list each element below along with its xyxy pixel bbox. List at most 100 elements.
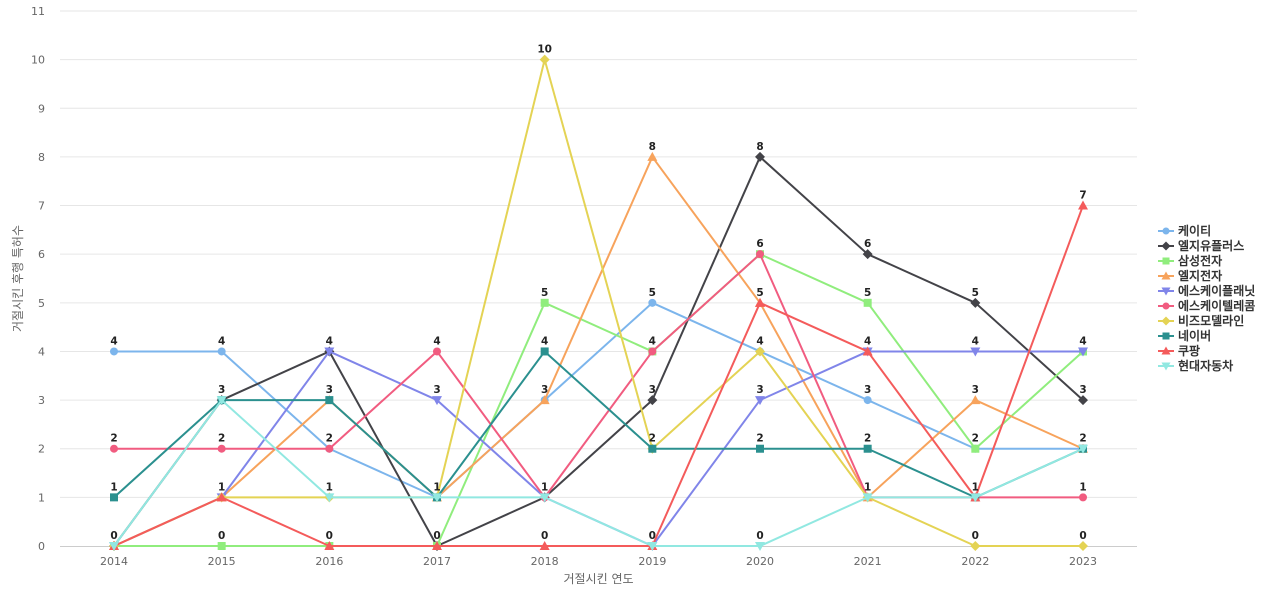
data-point — [1078, 200, 1088, 210]
data-label: 1 — [433, 481, 440, 493]
data-label: 7 — [1079, 190, 1086, 202]
data-point — [216, 396, 227, 406]
y-tick-label: 4 — [38, 345, 45, 358]
legend-marker — [1161, 287, 1171, 296]
series-line — [114, 253, 1084, 547]
data-label: 4 — [541, 335, 548, 347]
legend-marker — [1161, 241, 1171, 251]
data-point — [970, 347, 981, 357]
legend-item-3[interactable]: 삼성전자 — [1158, 253, 1222, 268]
y-tick-label: 8 — [38, 151, 45, 164]
data-label: 1 — [864, 481, 871, 493]
legend-label: 에스케이텔레콤 — [1178, 298, 1255, 313]
data-label: 0 — [326, 530, 333, 542]
legend-item-6[interactable]: 에스케이텔레콤 — [1158, 298, 1255, 313]
data-label: 1 — [972, 481, 979, 493]
legend-item-7[interactable]: 비즈모델라인 — [1158, 313, 1244, 328]
series-10 — [109, 396, 1088, 551]
data-point — [755, 542, 765, 551]
data-point — [756, 444, 764, 453]
data-label: 5 — [864, 287, 871, 299]
series-group — [109, 54, 1088, 551]
data-point — [1079, 493, 1087, 502]
data-label: 0 — [756, 530, 763, 542]
x-tick-label: 2023 — [1069, 555, 1097, 568]
data-label: 5 — [541, 287, 548, 299]
data-label: 4 — [864, 335, 871, 347]
data-label: 0 — [110, 530, 117, 542]
legend-item-10[interactable]: 현대자동차 — [1158, 358, 1233, 373]
data-point — [862, 346, 873, 356]
data-label: 3 — [972, 384, 979, 396]
data-label: 0 — [649, 530, 656, 542]
x-tick-label: 2019 — [638, 555, 666, 568]
y-tick-label: 7 — [38, 200, 45, 213]
data-label: 3 — [433, 384, 440, 396]
data-point — [970, 493, 981, 503]
data-label: 4 — [433, 335, 440, 347]
data-point — [755, 151, 765, 162]
data-label: 4 — [110, 335, 117, 347]
legend-item-1[interactable]: 케이티 — [1158, 223, 1211, 238]
data-point — [325, 444, 334, 453]
series-line — [114, 253, 1083, 499]
data-point — [863, 444, 872, 453]
data-point — [647, 542, 658, 551]
data-point — [539, 54, 550, 65]
legend-label: 에스케이플래닛 — [1178, 283, 1255, 298]
legend-item-5[interactable]: 에스케이플래닛 — [1158, 283, 1255, 298]
data-point — [1078, 347, 1088, 357]
data-label: 1 — [541, 481, 548, 493]
data-point — [863, 396, 872, 405]
legend-label: 삼성전자 — [1178, 253, 1222, 268]
legend-marker — [1162, 332, 1170, 340]
legend-item-9[interactable]: 쿠팡 — [1158, 343, 1200, 358]
y-tick-label: 0 — [38, 540, 45, 553]
y-tick-label: 5 — [38, 297, 45, 310]
y-tick-label: 2 — [38, 443, 45, 456]
legend-label: 비즈모델라인 — [1178, 313, 1244, 328]
series-line — [113, 399, 1084, 547]
data-label: 3 — [649, 384, 656, 396]
data-point — [217, 347, 226, 356]
data-label: 2 — [326, 433, 333, 445]
y-tick-label: 10 — [31, 54, 45, 67]
data-label: 0 — [218, 530, 225, 542]
data-point — [217, 444, 226, 453]
legend-marker — [1161, 362, 1171, 371]
legend-label: 현대자동차 — [1178, 358, 1233, 373]
data-labels: 4210432104321043101054310854320865432065… — [110, 44, 1086, 542]
y-tick-label: 9 — [38, 102, 45, 115]
data-label: 3 — [541, 384, 548, 396]
legend-marker — [1161, 271, 1171, 280]
data-point — [324, 347, 335, 357]
data-point — [862, 493, 873, 503]
legend-item-2[interactable]: 엘지유플러스 — [1158, 238, 1244, 253]
data-label: 3 — [756, 384, 763, 396]
data-label: 4 — [649, 335, 656, 347]
data-label: 1 — [218, 481, 225, 493]
legend-item-4[interactable]: 엘지전자 — [1158, 268, 1222, 283]
data-label: 2 — [864, 433, 871, 445]
data-label: 1 — [1079, 481, 1086, 493]
data-point — [539, 493, 550, 503]
data-label: 5 — [756, 287, 763, 299]
legend-item-8[interactable]: 네이버 — [1158, 328, 1211, 343]
data-label: 5 — [649, 287, 656, 299]
data-point — [109, 542, 119, 551]
x-tick-label: 2014 — [100, 555, 128, 568]
data-label: 0 — [433, 530, 440, 542]
data-label: 8 — [756, 141, 763, 153]
data-point — [755, 346, 765, 357]
data-label: 4 — [972, 335, 979, 347]
y-axis-title: 거절시킨 후행 특허수 — [10, 225, 25, 332]
y-tick-label: 3 — [38, 394, 45, 407]
data-label: 1 — [110, 481, 117, 493]
data-label: 0 — [541, 530, 548, 542]
data-point — [539, 395, 550, 405]
x-tick-label: 2021 — [854, 555, 882, 568]
legend[interactable]: 케이티엘지유플러스삼성전자엘지전자에스케이플래닛에스케이텔레콤비즈모델라인네이버… — [1158, 223, 1255, 373]
data-label: 6 — [864, 238, 871, 250]
data-label: 3 — [218, 384, 225, 396]
y-tick-label: 11 — [31, 5, 45, 18]
